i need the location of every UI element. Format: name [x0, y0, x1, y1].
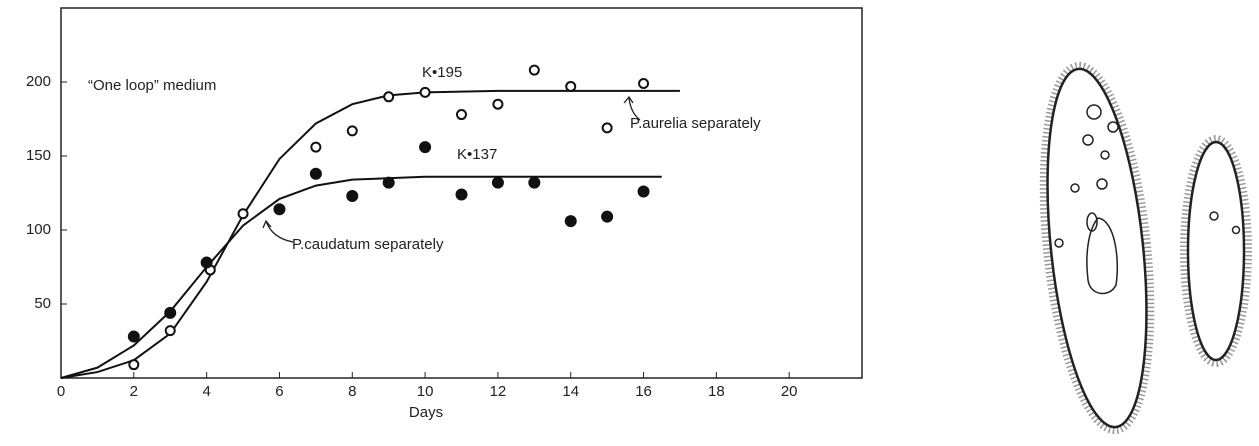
- arrow: [262, 219, 294, 243]
- x-tick-label: 2: [130, 383, 138, 400]
- x-tick-label: 16: [635, 383, 652, 400]
- data-point: [383, 91, 395, 103]
- data-point: [309, 167, 322, 180]
- x-tick-label: 6: [275, 383, 283, 400]
- data-point: [419, 141, 432, 154]
- fit-curve: [60, 89, 680, 379]
- x-tick-label: 0: [57, 383, 65, 400]
- x-tick-label: 20: [781, 383, 798, 400]
- data-point: [164, 306, 177, 319]
- data-point: [164, 325, 176, 337]
- data-point: [346, 189, 359, 202]
- x-tick-label: 18: [708, 383, 725, 400]
- data-point: [382, 176, 395, 189]
- data-point: [455, 188, 468, 201]
- data-point: [200, 256, 213, 269]
- data-point: [528, 176, 541, 189]
- paramecium-small: [1180, 135, 1252, 367]
- data-point: [565, 80, 577, 92]
- x-axis-label: Days: [409, 404, 443, 421]
- data-point: [419, 86, 431, 98]
- data-point: [273, 203, 286, 216]
- data-point: [128, 359, 140, 371]
- data-point: [564, 215, 577, 228]
- annotation: “One loop” medium: [88, 77, 216, 94]
- series-annotation: P.caudatum separately: [292, 236, 444, 253]
- x-tick-label: 8: [348, 383, 356, 400]
- paramecium-large: [1039, 61, 1155, 435]
- data-point: [491, 176, 504, 189]
- data-point: [237, 208, 249, 220]
- data-point: [601, 122, 613, 134]
- y-tick-label: 150: [26, 147, 51, 164]
- arrow: [623, 95, 641, 121]
- data-point: [601, 210, 614, 223]
- data-point: [528, 64, 540, 76]
- data-point: [637, 185, 650, 198]
- x-tick-label: 14: [562, 383, 579, 400]
- data-point: [127, 330, 140, 343]
- data-point: [492, 98, 504, 110]
- x-tick-label: 4: [202, 383, 210, 400]
- y-tick-label: 50: [34, 295, 51, 312]
- x-tick-label: 12: [490, 383, 507, 400]
- organelles: [1054, 104, 1119, 295]
- fit-curve: [60, 175, 662, 379]
- y-tick-label: 100: [26, 221, 51, 238]
- k-label: K•195: [422, 64, 462, 81]
- data-point: [346, 125, 358, 137]
- k-label: K•137: [457, 146, 497, 163]
- y-tick-label: 200: [26, 73, 51, 90]
- data-point: [456, 109, 467, 121]
- data-point: [310, 141, 322, 153]
- x-tick-label: 10: [417, 383, 434, 400]
- data-point: [638, 77, 650, 89]
- series-annotation: P.aurelia separately: [630, 115, 761, 132]
- plot-frame: [60, 7, 863, 379]
